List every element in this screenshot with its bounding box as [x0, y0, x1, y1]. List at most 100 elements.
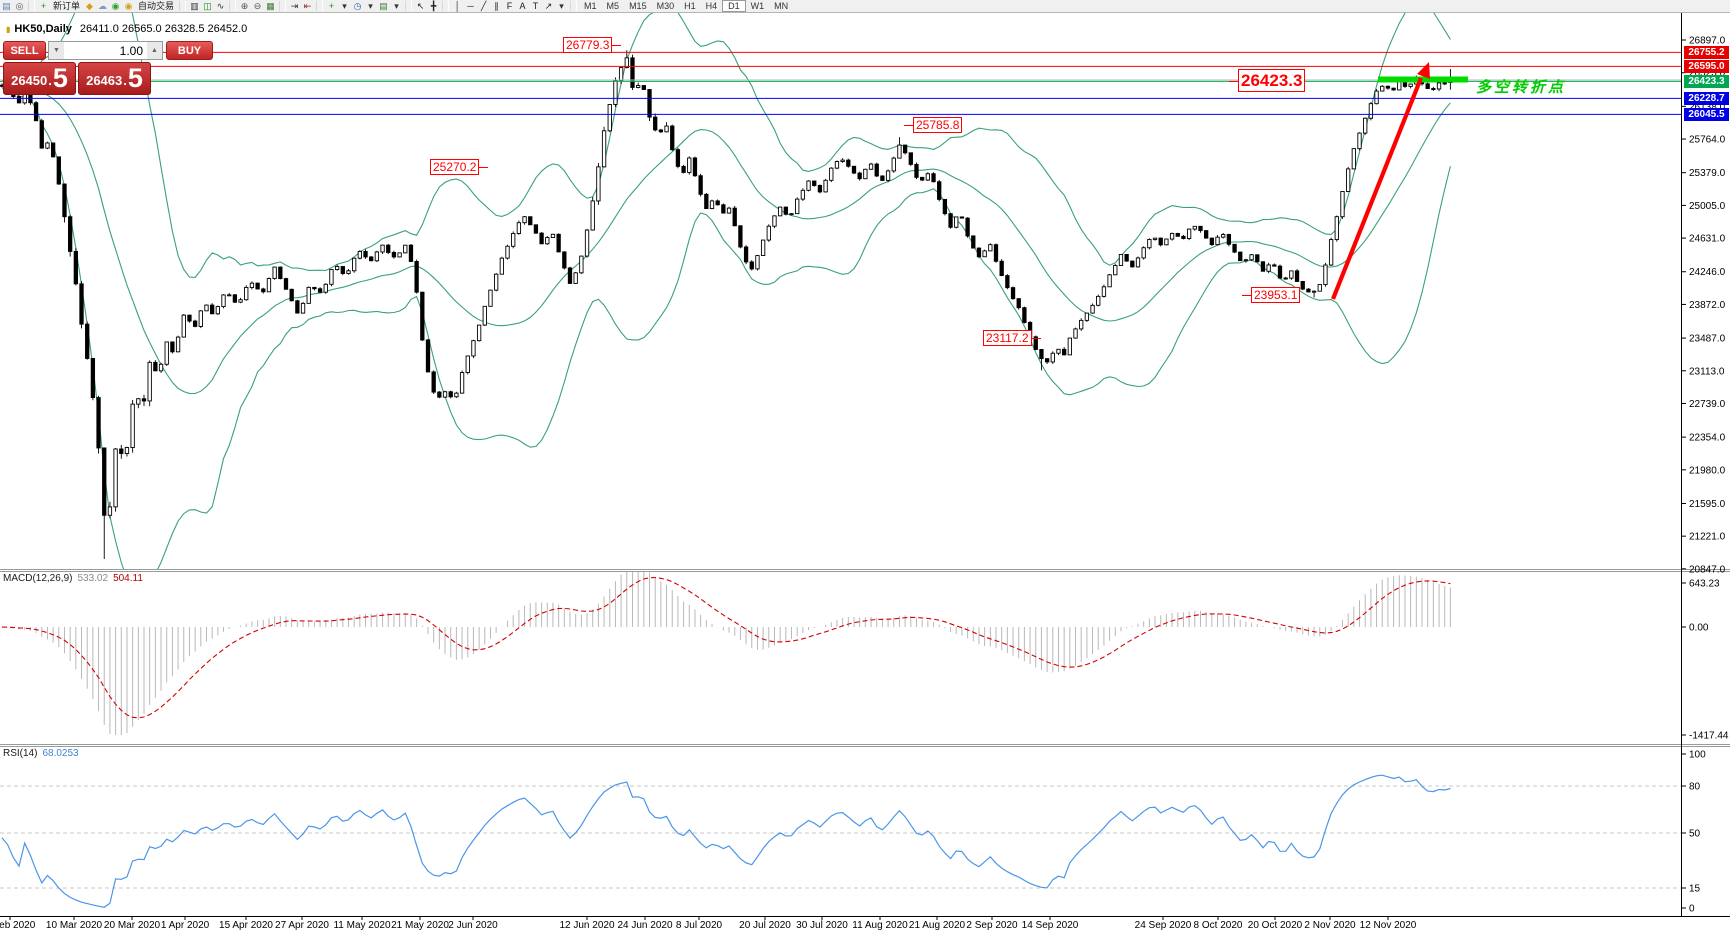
fibonacci-icon[interactable]: F	[506, 1, 513, 11]
time-axis-label: 21 May 2020	[391, 920, 449, 931]
price-callout-label[interactable]: 26779.3	[563, 37, 622, 53]
price-callout-label[interactable]: 25270.2	[430, 159, 489, 175]
autotrade-label[interactable]: 自动交易	[138, 1, 175, 11]
market-preview-icon[interactable]: ◎	[15, 1, 24, 11]
trendline-icon[interactable]: ╱	[480, 1, 487, 11]
volume-input[interactable]	[64, 42, 147, 59]
toolbar-separator	[316, 1, 324, 11]
svg-text:50: 50	[1689, 829, 1701, 840]
svg-text:26897.0: 26897.0	[1689, 36, 1726, 47]
sell-price-main: 26450	[11, 73, 48, 88]
timeframe-button-H4[interactable]: H4	[705, 1, 718, 11]
price-callout-label[interactable]: 23117.2	[983, 330, 1041, 346]
signal-icon[interactable]: ◉	[111, 1, 120, 11]
time-axis-label: 1 Apr 2020	[160, 920, 210, 931]
callout-leader-dash	[1229, 80, 1238, 82]
svg-text:-1417.44: -1417.44	[1689, 731, 1729, 742]
svg-text:23872.0: 23872.0	[1689, 300, 1726, 311]
dropdown-caret-icon[interactable]: ▾	[368, 1, 373, 11]
timeframe-button-M30[interactable]: M30	[656, 1, 675, 11]
zoom-out-icon[interactable]: ⊖	[253, 1, 262, 11]
line-chart-icon[interactable]: ∿	[216, 1, 225, 11]
cloud-icon[interactable]: ☁	[98, 1, 108, 11]
time-axis-label: 24 Sep 2020	[1134, 920, 1192, 931]
rsi-value: 68.0253	[42, 748, 79, 759]
vline-icon[interactable]: │	[454, 1, 461, 11]
timeframe-button-W1[interactable]: W1	[750, 1, 765, 11]
svg-text:22739.0: 22739.0	[1689, 399, 1726, 410]
scroll-to-end-icon[interactable]: ⇥	[290, 1, 299, 11]
time-axis-label: 15 Apr 2020	[219, 920, 273, 931]
price-axis-badge: 26423.3	[1684, 74, 1729, 88]
cursor-icon[interactable]: ↖	[416, 1, 425, 11]
sell-price-button[interactable]: 26450. 5	[3, 62, 76, 95]
buy-button[interactable]: BUY	[166, 41, 213, 60]
price-axis-badge: 26228.7	[1684, 91, 1729, 105]
time-axis-label: 8 Oct 2020	[1193, 920, 1243, 931]
price-callout-label[interactable]: 23953.1	[1242, 287, 1301, 303]
time-axis-label: 30 Jul 2020	[796, 920, 848, 931]
toolbar: ▤ ◎ + 新订单 ◆ ☁ ◉ ◉ 自动交易 ▥ ◫ ∿ ⊕ ⊖ ▦ ⇥ ⇤ + ▾ ◷ ▾ ▤ ▾ ↖ ╋ │ ─ ╱ ∥ F A T ↗ ▾ M…	[0, 0, 1730, 13]
svg-text:23113.0: 23113.0	[1689, 366, 1725, 377]
crosshair-icon[interactable]: ╋	[430, 1, 437, 11]
drawing-objects[interactable]	[1331, 62, 1468, 300]
timeframe-button-M1[interactable]: M1	[584, 1, 597, 11]
red-trend-arrow[interactable]	[1331, 77, 1423, 300]
time-axis-label: 2 Nov 2020	[1304, 920, 1356, 931]
callout-leader-dash	[1242, 295, 1251, 296]
text-icon[interactable]: A	[519, 1, 526, 11]
candles[interactable]	[0, 50, 1453, 559]
bar-chart-icon[interactable]: ▥	[190, 1, 199, 11]
text-label-icon[interactable]: T	[532, 1, 539, 11]
toolbar-separator	[229, 1, 237, 11]
svg-text:26138.0: 26138.0	[1689, 102, 1726, 113]
new-order-icon[interactable]: +	[40, 1, 47, 11]
callout-leader-dash	[612, 45, 622, 46]
charts-book-icon[interactable]: ▤	[2, 1, 11, 11]
wallet-icon[interactable]: ◆	[86, 1, 93, 11]
time-axis-label: 2 Sep 2020	[966, 920, 1018, 931]
chart-shift-icon[interactable]: ⇤	[303, 1, 312, 11]
macd-signal-value: 504.11	[113, 573, 143, 584]
new-order-label[interactable]: 新订单	[53, 1, 81, 11]
dropdown-caret-icon[interactable]: ▾	[559, 1, 564, 11]
time-axis-label: 14 Sep 2020	[1021, 920, 1079, 931]
svg-text:24246.0: 24246.0	[1689, 267, 1726, 278]
dropdown-caret-icon[interactable]: ▾	[342, 1, 347, 11]
buy-price-button[interactable]: 26463. 5	[78, 62, 151, 95]
timeframe-button-M5[interactable]: M5	[606, 1, 620, 11]
templates-icon[interactable]: ▤	[379, 1, 388, 11]
volume-stepper: ▼ ▲	[48, 41, 163, 60]
timeframe-button-H1[interactable]: H1	[684, 1, 696, 11]
chart-header: ▮ HK50,Daily 26411.0 26565.0 26328.5 26452…	[6, 23, 247, 35]
price-axis-badge: 26755.2	[1684, 45, 1729, 59]
timeframe-button-M15[interactable]: M15	[629, 1, 647, 11]
svg-text:21595.0: 21595.0	[1689, 499, 1726, 510]
volume-decrease-button[interactable]: ▼	[49, 42, 64, 59]
svg-text:21221.0: 21221.0	[1689, 532, 1726, 543]
tile-windows-icon[interactable]: ▦	[266, 1, 275, 11]
svg-text:643.23: 643.23	[1689, 579, 1720, 590]
dropdown-caret-icon[interactable]: ▾	[394, 1, 399, 11]
hline-icon[interactable]: ─	[467, 1, 474, 11]
zoom-in-icon[interactable]: ⊕	[240, 1, 249, 11]
timeframe-button-MN[interactable]: MN	[774, 1, 789, 11]
channel-icon[interactable]: ∥	[494, 1, 499, 11]
price-callout-label[interactable]: 26423.3	[1229, 69, 1306, 92]
thick-green-level-segment[interactable]	[1378, 76, 1468, 83]
price-callout-label[interactable]: 25785.8	[904, 117, 963, 133]
axes: 26897.0 26523.0 26138.0 25764.0 25379.0 25005…	[0, 12, 1730, 920]
sell-button[interactable]: SELL	[3, 41, 46, 60]
autotrade-icon[interactable]: ◉	[124, 1, 133, 11]
timeframe-button-D1[interactable]: D1	[722, 0, 746, 12]
candle-chart-icon[interactable]: ◫	[203, 1, 212, 11]
turning-point-annotation[interactable]: 多空转折点	[1476, 79, 1567, 96]
add-indicator-icon[interactable]: +	[328, 1, 335, 11]
one-click-trade-panel: SELL ▼ ▲ BUY 26450.5 26463.5	[3, 41, 213, 95]
volume-increase-button[interactable]: ▲	[147, 42, 162, 59]
arrows-icon[interactable]: ↗	[544, 1, 553, 11]
periods-clock-icon[interactable]: ◷	[353, 1, 362, 11]
